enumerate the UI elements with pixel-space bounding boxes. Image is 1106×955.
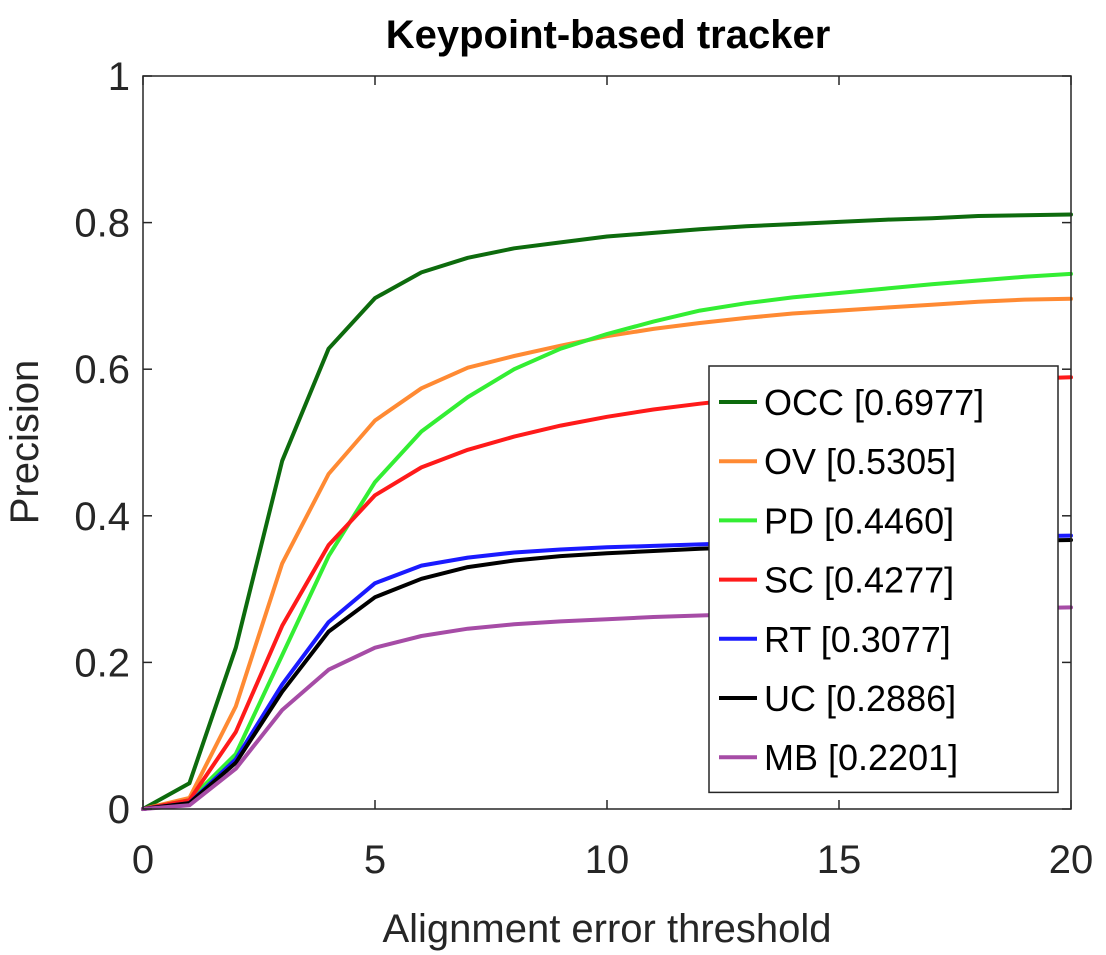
legend-label: PD [0.4460] — [764, 500, 954, 541]
legend-label: RT [0.3077] — [764, 619, 951, 660]
legend-box — [708, 365, 1059, 794]
y-tick-label: 0.2 — [74, 641, 130, 685]
y-tick-label: 0 — [108, 788, 130, 832]
chart-title: Keypoint-based tracker — [386, 13, 831, 57]
y-tick-label: 0.4 — [74, 495, 130, 539]
legend-label: SC [0.4277] — [764, 560, 954, 601]
legend-label: OV [0.5305] — [764, 441, 956, 482]
y-tick-label: 0.8 — [74, 202, 130, 246]
legend-label: OCC [0.6977] — [764, 382, 984, 423]
axis-ticks: 0 5 10 15 20 0 0.2 0.4 0.6 0.8 1 — [74, 55, 1093, 882]
series-line-2 — [141, 271, 1073, 811]
x-axis-label: Alignment error threshold — [382, 907, 831, 951]
x-tick-label: 0 — [132, 838, 154, 882]
x-tick-label: 5 — [364, 838, 386, 882]
y-axis-label: Precision — [3, 360, 47, 525]
legend-label: MB [0.2201] — [764, 737, 958, 778]
x-tick-label: 10 — [585, 838, 630, 882]
y-tick-label: 1 — [108, 55, 130, 99]
legend-label: UC [0.2886] — [764, 678, 956, 719]
x-tick-label: 15 — [817, 838, 862, 882]
legend: OCC [0.6977] OV [0.5305] PD [0.4460] SC [0.… — [708, 365, 1059, 794]
series-line-0 — [141, 212, 1073, 811]
x-tick-label: 20 — [1049, 838, 1094, 882]
series-line-1 — [141, 296, 1073, 811]
y-tick-label: 0.6 — [74, 348, 130, 392]
